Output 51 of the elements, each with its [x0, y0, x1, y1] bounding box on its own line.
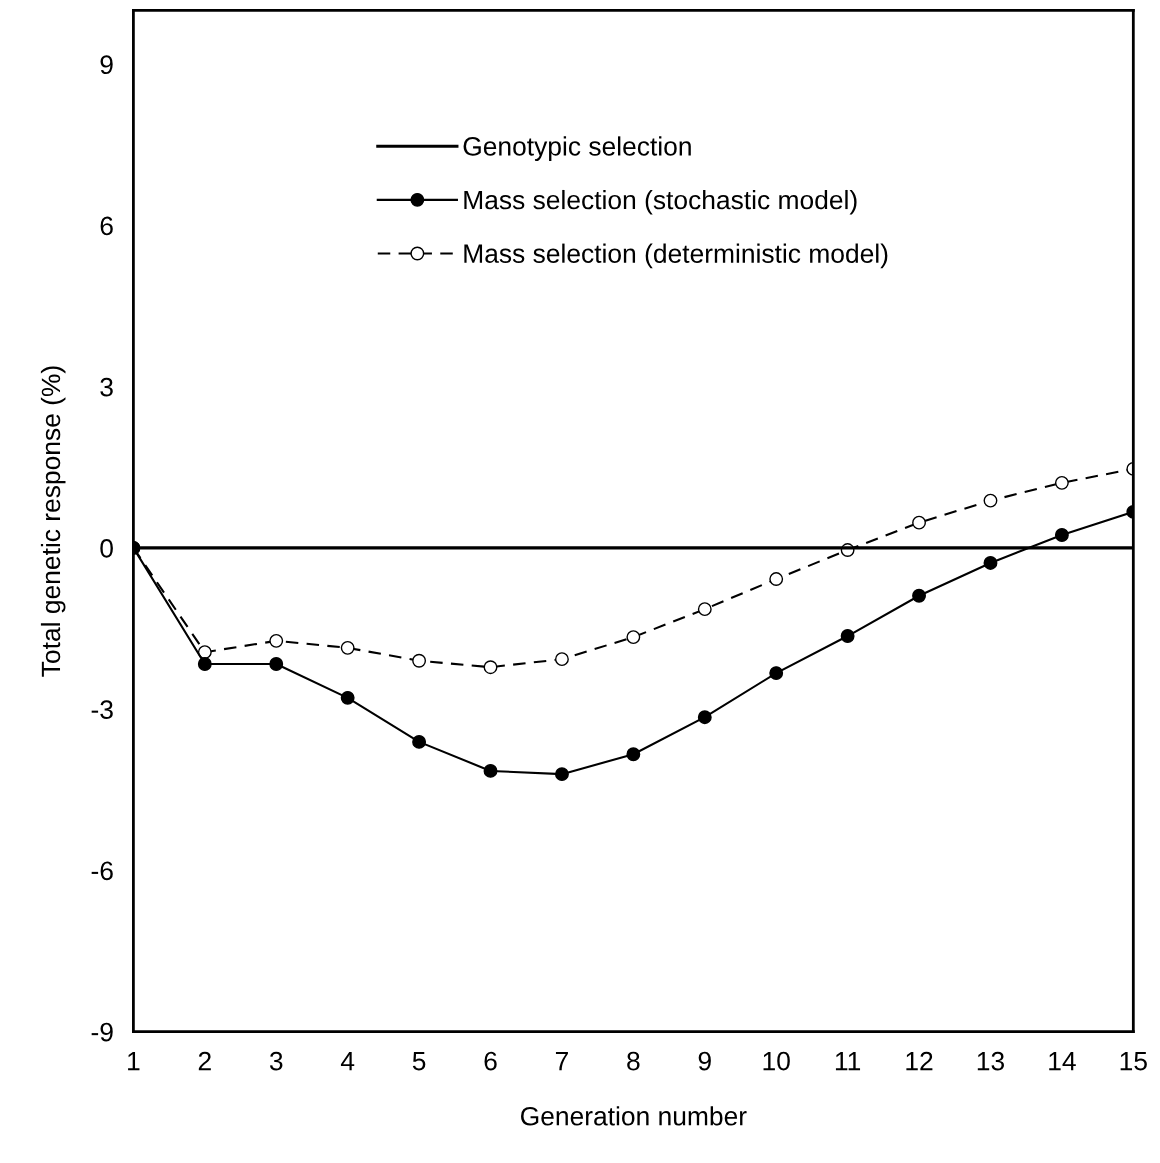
legend-label: Genotypic selection — [463, 136, 691, 161]
x-tick-label: 11 — [835, 1051, 861, 1071]
point — [697, 710, 712, 725]
point — [769, 666, 784, 681]
x-tick-label: 10 — [763, 1051, 790, 1071]
point — [983, 555, 998, 570]
point — [697, 602, 712, 617]
x-tick-label: 12 — [906, 1051, 933, 1071]
point — [1054, 475, 1069, 490]
x-tick-label: 8 — [627, 1051, 640, 1071]
point — [483, 763, 498, 778]
x-tick-label: 7 — [555, 1051, 568, 1071]
point — [1054, 528, 1069, 542]
point — [626, 747, 641, 762]
x-tick-label: 6 — [484, 1051, 497, 1071]
point — [269, 633, 284, 648]
point — [340, 640, 355, 655]
legend-label: Mass selection (deterministic model) — [464, 243, 888, 269]
legend-label: Mass selection (stochastic model) — [464, 189, 857, 215]
point — [554, 652, 569, 667]
x-tick-label: 13 — [977, 1051, 1004, 1071]
point — [626, 630, 641, 645]
x-tick-label: 15 — [1120, 1051, 1147, 1071]
y-tick-label: -6 — [91, 861, 113, 881]
point — [197, 657, 212, 671]
x-tick-label: 3 — [269, 1051, 283, 1071]
x-tick-label: 5 — [412, 1051, 426, 1071]
x-tick-label: 9 — [698, 1051, 711, 1071]
y-axis-title: Total genetic response (%) — [40, 366, 66, 677]
point — [840, 629, 855, 643]
y-tick-label: 3 — [100, 377, 113, 397]
x-tick-label: 14 — [1049, 1051, 1076, 1071]
point — [554, 767, 569, 782]
point — [912, 588, 926, 603]
point — [483, 660, 498, 675]
x-tick-label: 2 — [198, 1051, 211, 1071]
point — [912, 515, 926, 530]
y-tick-label: 9 — [100, 55, 113, 75]
y-tick-label: 6 — [100, 216, 113, 236]
x-axis-title: Generation number — [521, 1106, 747, 1126]
y-tick-label: -9 — [91, 1022, 113, 1042]
y-tick-label: 0 — [100, 539, 113, 558]
point — [269, 657, 284, 671]
point — [340, 690, 355, 705]
y-tick-label: -3 — [91, 700, 113, 719]
point — [769, 572, 784, 587]
point — [412, 653, 427, 668]
point — [412, 734, 427, 749]
x-tick-label: 1 — [128, 1051, 140, 1071]
x-tick-label: 4 — [340, 1051, 355, 1071]
point — [983, 493, 998, 508]
